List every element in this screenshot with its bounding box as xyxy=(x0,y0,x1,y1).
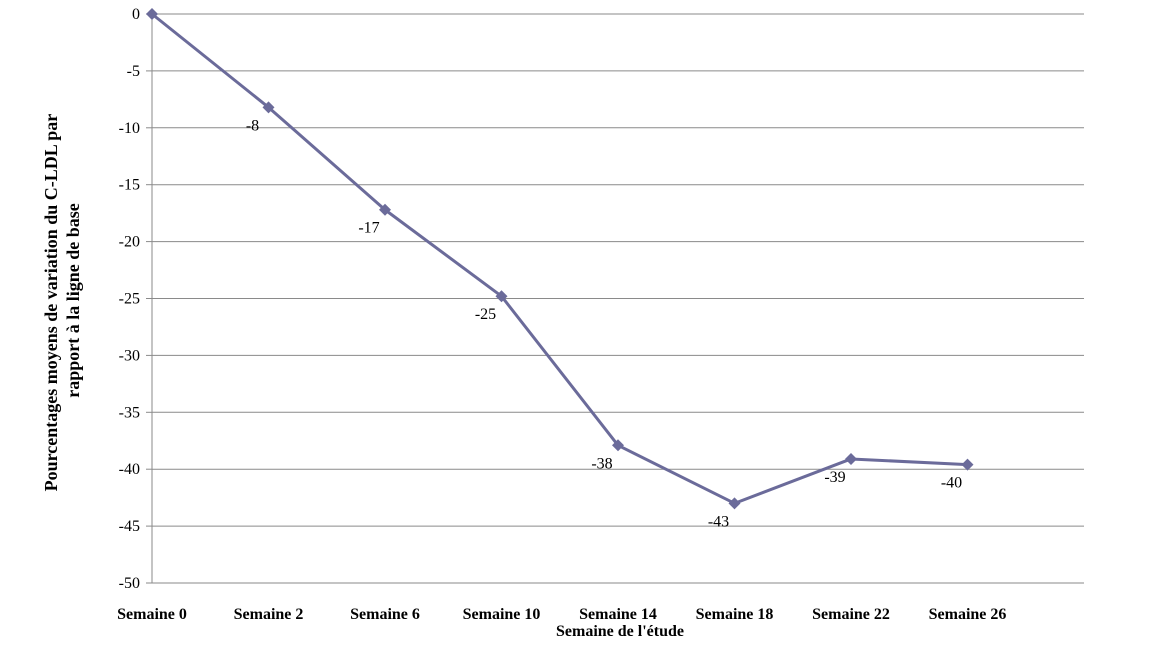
data-point-marker xyxy=(146,8,158,20)
y-axis-title-line-1: Pourcentages moyens de variation du C-LD… xyxy=(41,114,61,492)
y-tick-label: -45 xyxy=(119,518,140,535)
y-tick-label: -20 xyxy=(119,234,140,251)
data-label: -38 xyxy=(591,455,612,472)
data-point-marker xyxy=(379,203,391,216)
data-label: -17 xyxy=(358,220,379,237)
data-label: -40 xyxy=(941,475,962,492)
data-point-marker xyxy=(262,101,275,114)
gridlines xyxy=(146,13,1084,584)
y-tick-labels: 0 -5 -10 -15 -20 -25 -30 -35 -40 -45 -50 xyxy=(119,6,140,592)
data-point-marker xyxy=(728,497,741,510)
y-tick-label: -30 xyxy=(119,347,140,364)
y-tick-label: -40 xyxy=(119,461,140,478)
data-labels: -8 -17 -25 -38 -43 -39 -40 xyxy=(246,117,962,530)
x-tick-label: Semaine 18 xyxy=(696,606,774,623)
x-axis-title: Semaine de l'étude xyxy=(556,623,684,640)
y-tick-label: -25 xyxy=(119,291,140,308)
y-axis-title: Pourcentages moyens de variation du C-LD… xyxy=(41,110,83,492)
data-point-marker xyxy=(845,452,857,465)
data-label: -25 xyxy=(475,306,496,323)
x-tick-label: Semaine 26 xyxy=(929,606,1007,623)
y-axis-title-line-2: rapport à la ligne de base xyxy=(63,203,83,398)
x-tick-label: Semaine 2 xyxy=(234,606,304,623)
y-tick-label: -10 xyxy=(119,120,140,137)
data-label: -39 xyxy=(824,469,845,486)
x-tick-label: Semaine 10 xyxy=(463,606,541,623)
series-line-group xyxy=(151,12,968,505)
data-markers xyxy=(146,8,974,510)
x-tick-labels: Semaine 0 Semaine 2 Semaine 6 Semaine 10 Sem… xyxy=(117,606,1006,623)
y-tick-label: -50 xyxy=(119,575,140,592)
x-tick-label: Semaine 22 xyxy=(812,606,890,623)
data-label: -8 xyxy=(246,117,259,134)
x-tick-label: Semaine 14 xyxy=(579,606,657,623)
y-tick-label: 0 xyxy=(132,6,140,23)
y-tick-label: -5 xyxy=(127,63,140,80)
data-label: -43 xyxy=(708,513,729,530)
data-point-marker xyxy=(612,439,624,452)
x-tick-label: Semaine 0 xyxy=(117,606,187,623)
y-tick-label: -15 xyxy=(119,177,140,194)
series-line xyxy=(151,12,968,505)
y-tick-label: -35 xyxy=(119,404,140,421)
x-tick-label: Semaine 6 xyxy=(350,606,420,623)
data-point-marker xyxy=(495,290,508,303)
data-point-marker xyxy=(961,458,974,471)
